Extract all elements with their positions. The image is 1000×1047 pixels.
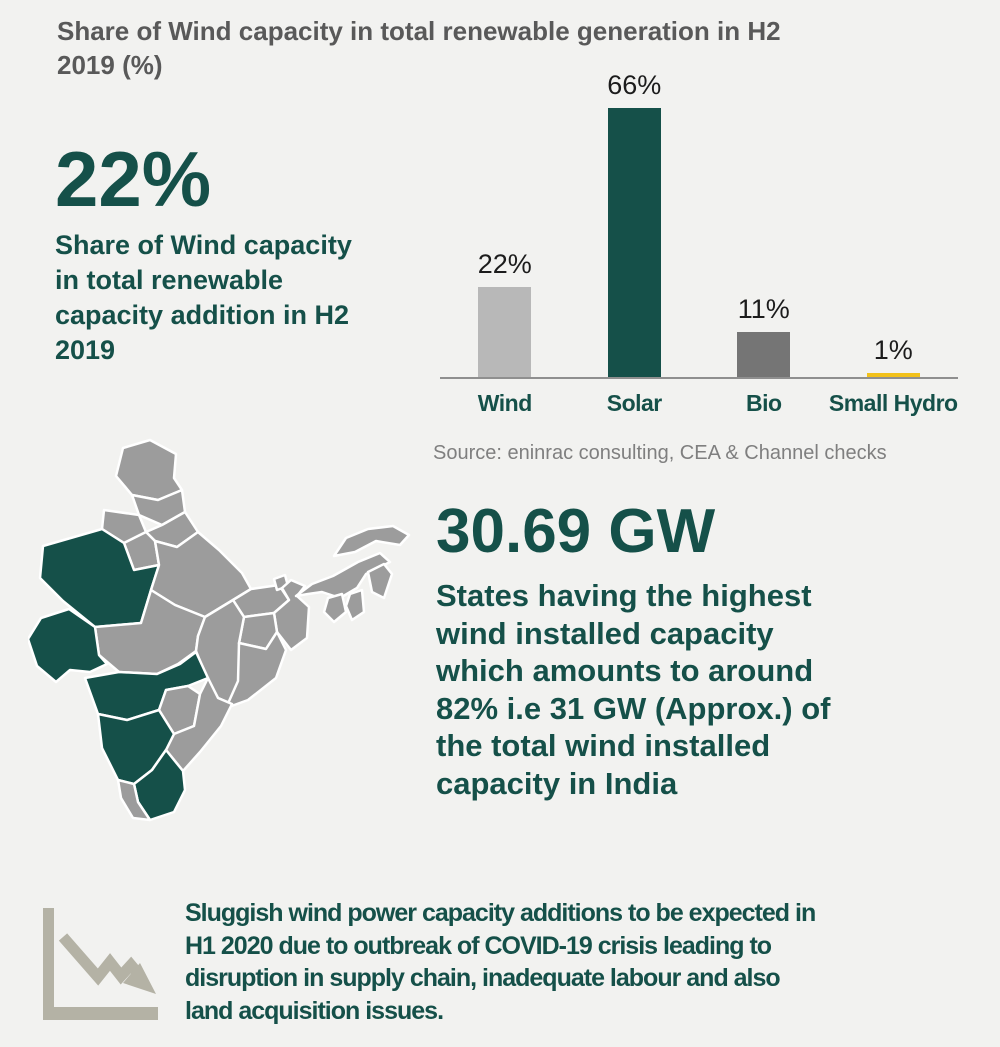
category-label-small-hydro: Small Hydro [828, 390, 958, 416]
bar-value-wind: 22% [477, 249, 532, 280]
chart-column-solar: 66% [570, 60, 700, 377]
chart-column-wind: 22% [440, 60, 570, 377]
footer-note: Sluggish wind power capacity additions t… [185, 899, 816, 1025]
declining-trend-chart-icon [43, 908, 158, 1020]
chart-column-small-hydro: 1% [829, 60, 959, 377]
page-title: Share of Wind capacity in total renewabl… [57, 16, 781, 80]
bar-solar [607, 108, 661, 377]
bar-bio [737, 332, 791, 377]
chart-category-labels: Wind Solar Bio Small Hydro [440, 390, 958, 417]
state-west-bengal [272, 578, 311, 652]
state-arunachal-pradesh [332, 524, 411, 558]
india-map [28, 438, 411, 822]
state-mizoram [344, 588, 366, 622]
source-note: Source: eninrac consulting, CEA & Channe… [433, 442, 887, 464]
bar-wind [478, 287, 532, 377]
state-kerala [116, 778, 152, 822]
bar-chart: 22% 66% 11% 1% Wind Solar Bio Small Hydr… [440, 60, 958, 417]
stat-wind-share-value: 22% [55, 135, 212, 223]
bar-value-small-hydro: 1% [873, 334, 913, 365]
state-odisha [224, 630, 288, 710]
bar-value-bio: 11% [737, 294, 790, 325]
category-label-bio: Bio [745, 390, 782, 416]
category-label-wind: Wind [477, 390, 532, 416]
category-label-solar: Solar [606, 390, 663, 416]
chart-axis-line [440, 377, 958, 379]
state-gujarat [28, 607, 109, 684]
stat-top-states-desc: States having the highest wind installed… [436, 578, 831, 801]
stat-wind-share-desc: Share of Wind capacity in total renewabl… [55, 230, 352, 365]
chart-bars-area: 22% 66% 11% 1% [440, 60, 958, 377]
stat-top-states-value: 30.69 GW [436, 497, 716, 566]
state-tripura [322, 592, 348, 624]
chart-column-bio: 11% [699, 60, 829, 377]
state-jammu-kashmir [114, 438, 184, 502]
bar-value-solar: 66% [607, 70, 662, 101]
bar-small-hydro [866, 372, 920, 377]
state-nagaland-manipur [366, 562, 394, 600]
